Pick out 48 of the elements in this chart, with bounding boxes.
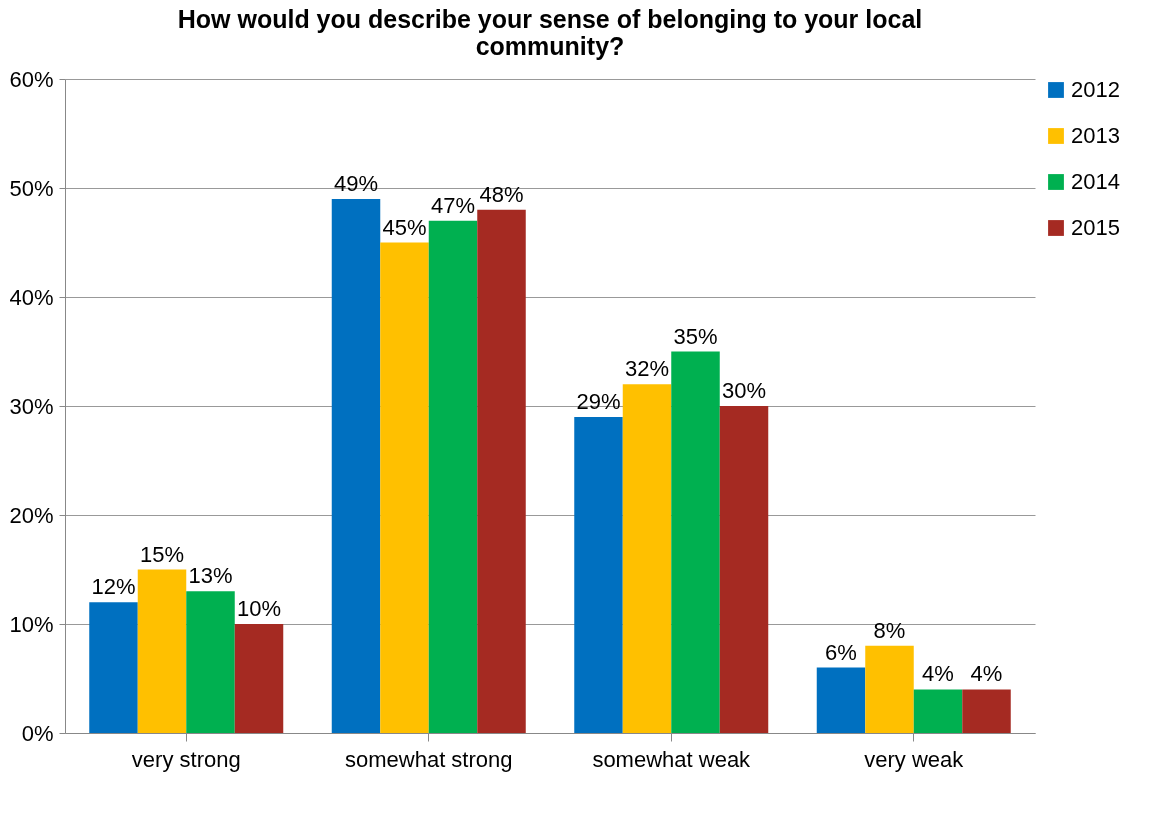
y-tick-label: 50% — [9, 175, 54, 201]
legend-label: 2014 — [1071, 169, 1120, 194]
x-tick-label: somewhat weak — [592, 746, 752, 772]
text: 10% — [236, 596, 282, 621]
text: 6% — [825, 639, 857, 665]
text: 35% — [673, 323, 718, 349]
y-tick-label: 30% — [9, 393, 54, 419]
bar — [865, 645, 914, 733]
legend-label: 2013 — [1071, 123, 1120, 148]
bar — [913, 689, 963, 733]
y-tick-label: 10% — [9, 611, 54, 637]
bar — [719, 406, 769, 733]
x-tick-label: somewhat strong — [344, 746, 513, 772]
bar — [137, 569, 187, 733]
chart-title: How would you describe your sense of belonging to your local community? — [177, 5, 923, 60]
text: 12% — [91, 574, 136, 600]
text: 30% — [721, 378, 767, 403]
bar — [816, 667, 866, 733]
bar — [89, 602, 138, 733]
text: 15% — [139, 541, 185, 567]
text: 48% — [479, 181, 524, 207]
y-tick-label: 0% — [21, 720, 54, 746]
bar — [962, 689, 1011, 733]
y-tick-label: 20% — [9, 502, 54, 528]
bar — [186, 591, 235, 733]
x-tick-label: very strong — [131, 746, 241, 772]
y-tick-label: 60% — [9, 66, 54, 92]
text: 29% — [576, 388, 621, 414]
text: 47% — [430, 192, 476, 218]
legend-label: 2012 — [1071, 77, 1120, 102]
y-tick-label: 40% — [9, 284, 54, 310]
x-tick-label: very weak — [864, 746, 965, 772]
bar — [428, 220, 478, 733]
text: 13% — [188, 563, 233, 589]
text: 8% — [873, 617, 906, 643]
text: 49% — [333, 170, 379, 196]
text: 32% — [624, 356, 670, 382]
bar — [380, 242, 429, 733]
bar — [234, 624, 284, 733]
legend-label: 2015 — [1071, 215, 1120, 240]
text: 4% — [970, 661, 1003, 687]
bar — [671, 351, 720, 733]
bar — [574, 416, 623, 733]
bar — [622, 384, 672, 733]
text: 45% — [382, 214, 427, 240]
bar — [331, 198, 381, 733]
text: 4% — [922, 661, 954, 687]
bar — [477, 209, 526, 733]
